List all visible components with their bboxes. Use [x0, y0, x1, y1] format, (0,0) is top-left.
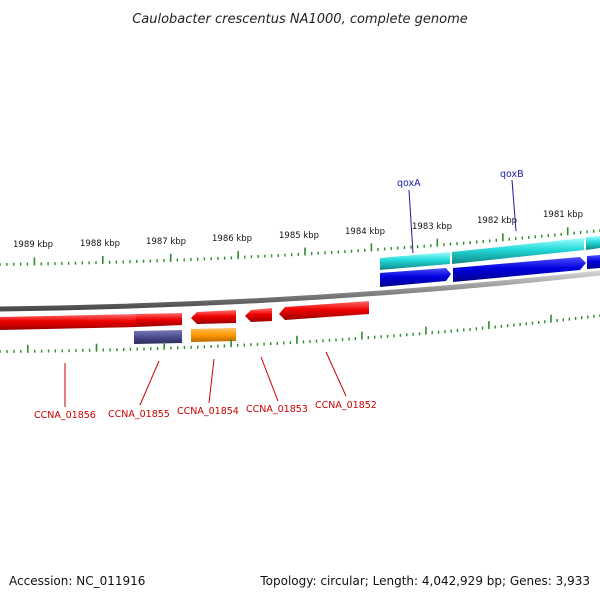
kbp-label-1983: 1983 kbp: [412, 222, 452, 232]
reverse-cds-CCNA_01852[interactable]: [279, 301, 369, 320]
forward-cds-qoxB[interactable]: [453, 257, 586, 282]
leader-line-qoxB: [511, 179, 517, 232]
inner-tick-ruler: [0, 314, 600, 353]
genome-info-text: Topology: circular; Length: 4,042,929 bp…: [260, 574, 590, 588]
forward-cds-qoxA[interactable]: [380, 268, 451, 287]
gene-label-qoxA[interactable]: qoxA: [397, 178, 421, 189]
gene-label-CCNA_01852[interactable]: CCNA_01852: [315, 400, 377, 411]
reverse-cds-CCNA_01855[interactable]: [136, 313, 182, 327]
map-title: Caulobacter crescentus NA1000, complete …: [132, 12, 468, 27]
gene-label-CCNA_01854[interactable]: CCNA_01854: [177, 406, 239, 417]
reverse-cds-CCNA_01853[interactable]: [245, 308, 272, 322]
reverse-feature-CCNA_01855[interactable]: [134, 330, 182, 344]
gene-label-CCNA_01855[interactable]: CCNA_01855: [108, 409, 170, 420]
leader-line-qoxA: [408, 189, 414, 254]
outer-tick-ruler: [0, 227, 600, 266]
kbp-label-1989: 1989 kbp: [13, 240, 53, 250]
reverse-cds-CCNA_01856[interactable]: [0, 314, 137, 330]
kbp-label-1984: 1984 kbp: [345, 227, 385, 237]
forward-feature-qoxB[interactable]: [452, 238, 584, 264]
kbp-label-1982: 1982 kbp: [477, 216, 517, 226]
kbp-label-1987: 1987 kbp: [146, 237, 186, 247]
leader-line-CCNA_01852: [325, 351, 347, 397]
kbp-label-1985: 1985 kbp: [279, 231, 319, 241]
gene-label-qoxB[interactable]: qoxB: [500, 169, 524, 180]
accession-text: Accession: NC_011916: [9, 574, 146, 588]
leader-line-CCNA_01855: [139, 360, 160, 406]
forward-feature-qoxA[interactable]: [380, 252, 450, 270]
gene-label-CCNA_01853[interactable]: CCNA_01853: [246, 404, 308, 415]
kbp-label-1988: 1988 kbp: [80, 239, 120, 249]
gene-label-CCNA_01856[interactable]: CCNA_01856: [34, 410, 96, 421]
kbp-label-1986: 1986 kbp: [212, 234, 252, 244]
forward-cds-next[interactable]: [587, 255, 600, 269]
genome-backbone: [0, 270, 600, 312]
leader-line-CCNA_01853: [260, 356, 279, 402]
forward-feature-next[interactable]: [586, 236, 600, 250]
kbp-label-1981: 1981 kbp: [543, 210, 583, 220]
leader-line-CCNA_01854: [208, 358, 215, 404]
reverse-feature-CCNA_01854[interactable]: [191, 328, 236, 342]
reverse-cds-CCNA_01854[interactable]: [191, 310, 236, 324]
